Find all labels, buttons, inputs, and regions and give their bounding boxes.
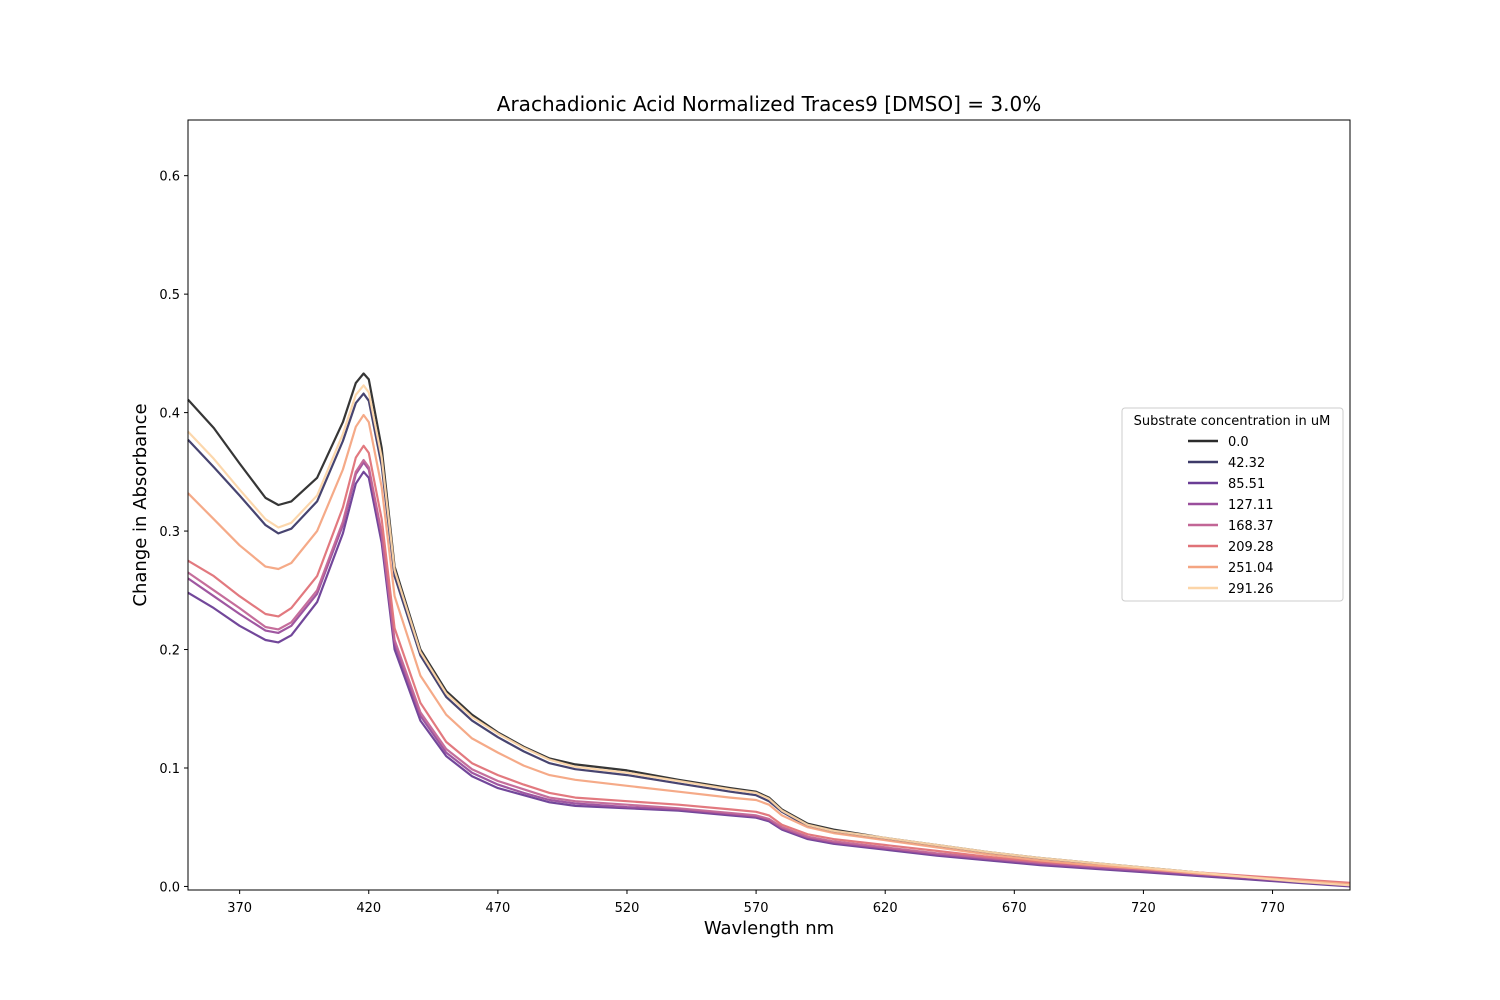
x-tick-label: 670 (1002, 901, 1027, 916)
series-line-2 (187, 470, 1351, 888)
x-tick-label: 520 (615, 901, 640, 916)
legend: Substrate concentration in uM 0.0 42.32 85… (1121, 407, 1344, 602)
y-tick-label: 0.3 (159, 525, 180, 540)
x-tick-label: 370 (227, 901, 252, 916)
chart-title: Arachadionic Acid Normalized Traces9 [DM… (497, 92, 1041, 116)
series-line-5 (187, 444, 1351, 884)
legend-label: 85.51 (1228, 477, 1265, 492)
x-axis-label: Wavlength nm (704, 918, 834, 939)
plot-area (187, 372, 1351, 888)
legend-label: 251.04 (1228, 561, 1274, 576)
series-line-3 (187, 461, 1351, 887)
series-line-6 (187, 413, 1351, 886)
x-tick-label: 720 (1131, 901, 1156, 916)
legend-box (1121, 407, 1344, 602)
legend-label: 0.0 (1228, 435, 1249, 450)
series-line-7 (187, 384, 1351, 887)
legend-label: 209.28 (1228, 540, 1274, 555)
x-tick-label: 570 (744, 901, 769, 916)
legend-label: 168.37 (1228, 519, 1274, 534)
y-axis-label: Change in Absorbance (130, 403, 151, 606)
x-tick-label: 470 (485, 901, 510, 916)
series-line-4 (187, 458, 1351, 886)
x-tick-label: 770 (1260, 901, 1285, 916)
series-line-1 (187, 392, 1351, 887)
plot-frame (187, 119, 1351, 891)
y-tick-label: 0.1 (159, 762, 180, 777)
y-tick-label: 0.2 (159, 644, 180, 659)
x-tick-label: 420 (356, 901, 381, 916)
legend-label: 291.26 (1228, 582, 1274, 597)
legend-label: 127.11 (1228, 498, 1274, 513)
y-tick-label: 0.0 (159, 880, 180, 895)
legend-title: Substrate concentration in uM (1134, 414, 1331, 429)
legend-entries: 0.0 42.32 85.51 127.11 168.37 209.28 251.04 291… (1188, 435, 1274, 597)
y-axis-ticks: 0.0 0.1 0.2 0.3 0.4 0.5 0.6 (159, 170, 188, 895)
x-tick-label: 620 (873, 901, 898, 916)
legend-label: 42.32 (1228, 456, 1265, 471)
x-axis-ticks: 370 420 470 520 570 620 670 720 770 (227, 890, 1285, 916)
y-tick-label: 0.5 (159, 288, 180, 303)
y-tick-label: 0.4 (159, 407, 180, 422)
y-tick-label: 0.6 (159, 170, 180, 185)
